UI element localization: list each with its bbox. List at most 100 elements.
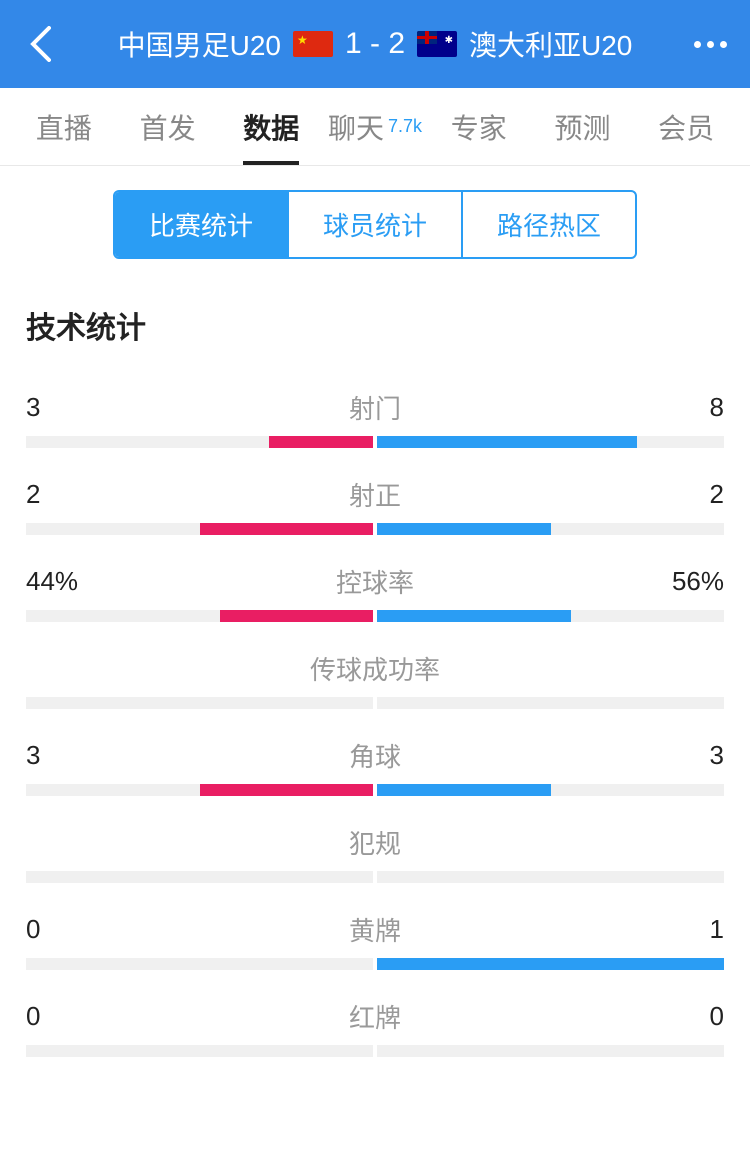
tab-main-5[interactable]: 预测 [531,88,635,165]
stat-home-value: 3 [26,392,40,423]
stat-away-value: 8 [710,392,724,423]
stat-bar-home [26,523,373,535]
tab-label: 专家 [451,107,507,147]
stat-bar-away-fill [377,436,637,448]
stat-bars [26,697,724,709]
stat-away-value: 0 [710,1001,724,1032]
match-header: 中国男足U20 1 - 2 澳大利亚U20 [0,0,750,88]
away-flag-icon [417,31,457,57]
main-tabs: 直播 首发 数据聊天7.7k 专家 预测 会员 [0,88,750,166]
match-title: 中国男足U20 1 - 2 澳大利亚U20 [60,24,690,64]
stat-bar-home [26,697,373,709]
stat-bar-away [377,784,724,796]
stat-bar-home [26,784,373,796]
stat-row: 0 红牌 0 [0,986,750,1073]
stat-bar-away [377,610,724,622]
stat-name: 射正 [349,476,401,513]
stat-bar-home-fill [200,784,374,796]
home-team-name: 中国男足U20 [118,24,281,64]
stat-labels: 2 射正 2 [26,476,724,513]
stat-bars [26,784,724,796]
stat-row: 44% 控球率 56% [0,551,750,638]
tab-label: 预测 [554,107,610,147]
stat-bar-home-fill [200,523,374,535]
tab-label: 会员 [658,107,714,147]
more-icon[interactable] [690,41,730,48]
sub-tabs-container: 比赛统计球员统计路径热区 [0,166,750,283]
stat-name: 犯规 [349,824,401,861]
stat-row: 0 黄牌 1 [0,899,750,986]
stat-home-value: 0 [26,1001,40,1032]
stat-bar-away [377,436,724,448]
stat-bars [26,610,724,622]
tab-main-4[interactable]: 专家 [427,88,531,165]
stat-bar-away-fill [377,610,571,622]
sub-tab-0[interactable]: 比赛统计 [115,192,289,257]
stat-bar-home [26,436,373,448]
back-icon[interactable] [20,24,60,64]
tab-label: 直播 [36,107,92,147]
stat-row: 3 射门 8 [0,377,750,464]
stat-labels: 3 射门 8 [26,389,724,426]
tab-main-0[interactable]: 直播 [12,88,116,165]
stat-bar-home [26,958,373,970]
stat-bars [26,436,724,448]
stat-home-value: 3 [26,740,40,771]
away-team-name: 澳大利亚U20 [469,24,632,64]
stat-labels: 传球成功率 [26,650,724,687]
stat-home-value: 44% [26,566,78,597]
stat-labels: 0 黄牌 1 [26,911,724,948]
stat-home-value: 0 [26,914,40,945]
stat-name: 角球 [349,737,401,774]
tab-main-2[interactable]: 数据 [219,88,323,165]
stat-away-value: 56% [672,566,724,597]
stat-bar-away [377,697,724,709]
stat-bar-away [377,1045,724,1057]
stat-name: 红牌 [349,998,401,1035]
stat-home-value: 2 [26,479,40,510]
stat-bar-away-fill [377,958,724,970]
sub-tabs: 比赛统计球员统计路径热区 [113,190,637,259]
stat-labels: 44% 控球率 56% [26,563,724,600]
tab-main-3[interactable]: 聊天7.7k [323,88,427,165]
stat-name: 控球率 [336,563,414,600]
stat-labels: 0 红牌 0 [26,998,724,1035]
match-score: 1 - 2 [345,27,405,61]
tab-label: 首发 [140,107,196,147]
stat-bars [26,871,724,883]
stat-row: 传球成功率 [0,638,750,725]
sub-tab-2[interactable]: 路径热区 [463,192,635,257]
stat-bar-away [377,523,724,535]
stat-name: 射门 [349,389,401,426]
tab-main-1[interactable]: 首发 [116,88,220,165]
stat-labels: 犯规 [26,824,724,861]
stat-bar-home-fill [269,436,373,448]
section-title: 技术统计 [0,283,750,377]
stat-bar-home-fill [220,610,373,622]
stat-bars [26,958,724,970]
stat-labels: 3 角球 3 [26,737,724,774]
tab-badge: 7.7k [388,116,422,137]
stat-bars [26,1045,724,1057]
stat-away-value: 1 [710,914,724,945]
stat-bar-away [377,958,724,970]
stat-row: 3 角球 3 [0,725,750,812]
stat-bar-home [26,610,373,622]
tab-label: 聊天 [328,107,384,147]
stat-name: 黄牌 [349,911,401,948]
stat-name: 传球成功率 [310,650,440,687]
home-flag-icon [293,31,333,57]
tab-main-6[interactable]: 会员 [634,88,738,165]
stat-bar-home [26,1045,373,1057]
stat-bars [26,523,724,535]
tab-label: 数据 [243,107,299,147]
stat-row: 犯规 [0,812,750,899]
stat-bar-away-fill [377,784,551,796]
stat-bar-away [377,871,724,883]
stat-row: 2 射正 2 [0,464,750,551]
stats-list: 3 射门 8 2 射正 2 44% 控球率 56% 传球成功率 3 角球 3 犯规 0 黄牌 1 0 红牌 0 [0,377,750,1073]
stat-away-value: 2 [710,479,724,510]
sub-tab-1[interactable]: 球员统计 [289,192,463,257]
stat-away-value: 3 [710,740,724,771]
stat-bar-away-fill [377,523,551,535]
